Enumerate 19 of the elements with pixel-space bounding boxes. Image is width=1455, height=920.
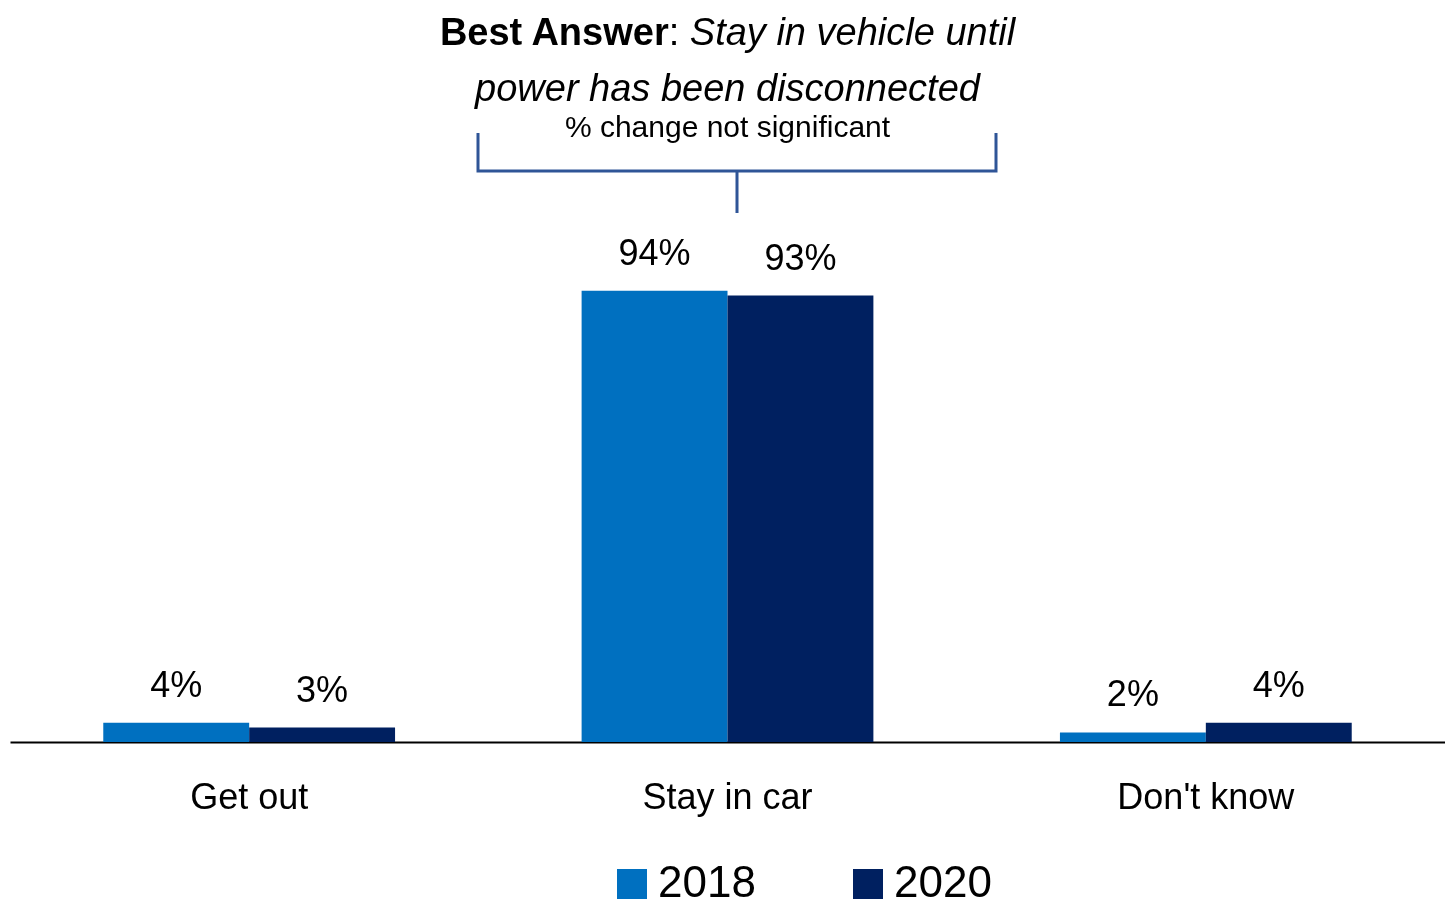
chart-subtitle: % change not significant (563, 110, 892, 144)
bar (727, 295, 874, 742)
bar (249, 727, 396, 742)
data-label: 3% (296, 668, 349, 710)
bar (103, 722, 250, 742)
bar (1205, 722, 1352, 742)
data-label: 4% (1252, 663, 1305, 705)
legend-label: 2020 (894, 857, 992, 906)
x-tick-label: Get out (190, 775, 309, 817)
bar (1059, 732, 1206, 742)
bar (581, 290, 728, 742)
data-label: 2% (1106, 673, 1159, 715)
x-tick-label: Don't know (1117, 775, 1296, 817)
data-label: 93% (764, 236, 837, 278)
x-tick-label: Stay in car (642, 775, 813, 817)
legend-label: 2018 (658, 857, 756, 906)
chart-title: Best Answer: Stay in vehicle until power has been disconnected (439, 11, 1016, 109)
data-label: 94% (618, 231, 691, 273)
data-label: 4% (150, 663, 203, 705)
